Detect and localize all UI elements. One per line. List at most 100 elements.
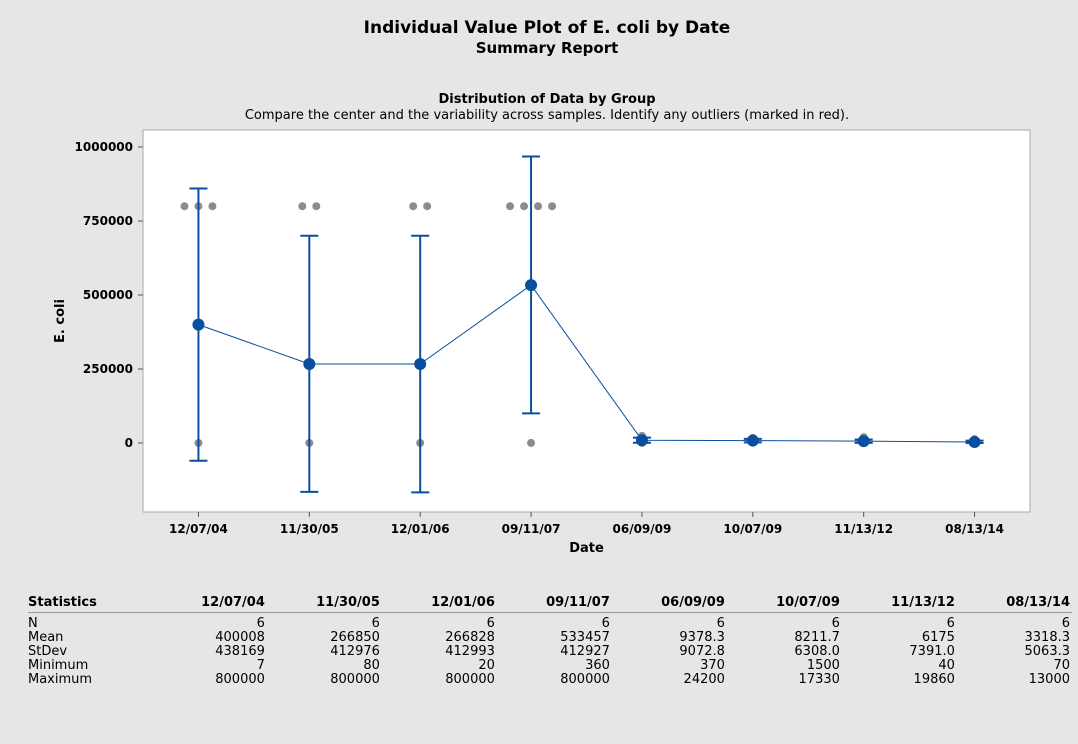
statistics-column-header: 12/07/04 bbox=[151, 592, 267, 613]
individual-point bbox=[423, 202, 432, 211]
y-tick-label: 250000 bbox=[83, 362, 133, 376]
mean-point bbox=[635, 434, 648, 447]
chart-title: Individual Value Plot of E. coli by Date bbox=[363, 18, 731, 38]
x-tick-label: 10/07/09 bbox=[723, 522, 782, 536]
individual-point bbox=[527, 438, 536, 447]
mean-point bbox=[525, 279, 538, 292]
statistics-table: Statistics 12/07/04 11/30/05 12/01/06 09/11/… bbox=[28, 592, 1072, 687]
x-tick-label: 12/07/04 bbox=[169, 522, 228, 536]
statistics-cell: 6308.0 bbox=[794, 644, 840, 659]
statistics-row-label: Minimum bbox=[28, 658, 89, 673]
mean-point bbox=[968, 436, 981, 449]
statistics-cell: 9378.3 bbox=[679, 630, 725, 645]
x-tick-label: 08/13/14 bbox=[945, 522, 1004, 536]
statistics-cell: 17330 bbox=[798, 672, 840, 687]
mean-point bbox=[192, 318, 205, 331]
statistics-column-header: 06/09/09 bbox=[611, 592, 727, 613]
statistics-cell: 6 bbox=[486, 616, 495, 631]
y-tick-label: 1000000 bbox=[75, 140, 133, 154]
y-tick-label: 0 bbox=[125, 436, 133, 450]
chart-subtitle: Summary Report bbox=[475, 39, 619, 57]
x-tick-label: 11/30/05 bbox=[280, 522, 339, 536]
x-tick-label: 12/01/06 bbox=[391, 522, 450, 536]
statistics-column-header: 11/30/05 bbox=[266, 592, 382, 613]
y-tick-label: 500000 bbox=[83, 288, 133, 302]
statistics-row-label: N bbox=[28, 616, 38, 631]
statistics-cell: 800000 bbox=[215, 672, 265, 687]
statistics-row: N 6 6 6 6 6 6 6 6 bbox=[28, 613, 1072, 632]
y-axis-label: E. coli bbox=[53, 299, 68, 343]
statistics-row: Maximum 800000 800000 800000 800000 24200 1733… bbox=[28, 673, 1072, 687]
individual-point bbox=[298, 202, 307, 211]
statistics-cell: 6 bbox=[831, 616, 840, 631]
statistics-cell: 19860 bbox=[913, 672, 955, 687]
statistics-column-header: 11/13/12 bbox=[841, 592, 957, 613]
statistics-cell: 7391.0 bbox=[909, 644, 955, 659]
mean-point bbox=[857, 435, 870, 448]
statistics-cell: 1500 bbox=[806, 658, 840, 673]
statistics-cell: 8211.7 bbox=[794, 630, 840, 645]
statistics-cell: 24200 bbox=[683, 672, 725, 687]
statistics-cell: 70 bbox=[1053, 658, 1070, 673]
statistics-cell: 6 bbox=[716, 616, 725, 631]
statistics-cell: 6175 bbox=[921, 630, 955, 645]
statistics-cell: 360 bbox=[585, 658, 610, 673]
individual-point bbox=[208, 202, 217, 211]
x-tick-label: 11/13/12 bbox=[834, 522, 893, 536]
statistics-cell: 266828 bbox=[445, 630, 495, 645]
statistics-cell: 800000 bbox=[330, 672, 380, 687]
statistics-cell: 800000 bbox=[445, 672, 495, 687]
statistics-column-header: 12/01/06 bbox=[381, 592, 497, 613]
statistics-row: Mean 400008 266850 266828 533457 9378.3 8211.7… bbox=[28, 631, 1072, 645]
statistics-row-label: Mean bbox=[28, 630, 64, 645]
statistics-cell: 400008 bbox=[215, 630, 265, 645]
statistics-header-label: Statistics bbox=[28, 592, 152, 613]
individual-point bbox=[506, 202, 515, 211]
statistics-cell: 40 bbox=[938, 658, 955, 673]
statistics-cell: 6 bbox=[1061, 616, 1070, 631]
statistics-cell: 6 bbox=[601, 616, 610, 631]
statistics-cell: 412927 bbox=[560, 644, 610, 659]
statistics-column-header: 09/11/07 bbox=[496, 592, 612, 613]
statistics-cell: 266850 bbox=[330, 630, 380, 645]
individual-point bbox=[548, 202, 557, 211]
statistics-header-row: Statistics 12/07/04 11/30/05 12/01/06 09/11/… bbox=[28, 592, 1072, 613]
statistics-cell: 370 bbox=[700, 658, 725, 673]
statistics-column-header: 10/07/09 bbox=[726, 592, 842, 613]
statistics-cell: 6 bbox=[946, 616, 955, 631]
section-subtitle: Compare the center and the variability a… bbox=[244, 108, 850, 123]
individual-point bbox=[312, 202, 321, 211]
individual-value-plot: 0 250000 500000 750000 1000000 12/07/04 11/30/… bbox=[53, 129, 1031, 556]
statistics-cell: 533457 bbox=[560, 630, 610, 645]
statistics-row-label: StDev bbox=[28, 644, 68, 659]
statistics-cell: 6 bbox=[371, 616, 380, 631]
statistics-cell: 438169 bbox=[215, 644, 265, 659]
statistics-row: Minimum 7 80 20 360 370 1500 40 70 bbox=[28, 659, 1072, 673]
mean-point bbox=[746, 434, 759, 447]
statistics-cell: 412976 bbox=[330, 644, 380, 659]
mean-connect-line bbox=[198, 284, 975, 443]
y-tick-label: 750000 bbox=[83, 214, 133, 228]
x-tick-label: 09/11/07 bbox=[502, 522, 561, 536]
statistics-cell: 3318.3 bbox=[1024, 630, 1071, 645]
individual-point bbox=[180, 202, 189, 211]
statistics-cell: 13000 bbox=[1028, 672, 1070, 687]
plot-area bbox=[142, 129, 1031, 513]
statistics-row: StDev 438169 412976 412993 412927 9072.8 6308.… bbox=[28, 645, 1072, 659]
individual-point bbox=[409, 202, 418, 211]
statistics-cell: 20 bbox=[478, 658, 495, 673]
individual-point bbox=[534, 202, 543, 211]
mean-point bbox=[414, 358, 427, 371]
statistics-column-header: 08/13/14 bbox=[956, 592, 1072, 613]
statistics-cell: 5063.3 bbox=[1024, 644, 1071, 659]
statistics-cell: 6 bbox=[256, 616, 265, 631]
individual-point bbox=[520, 202, 529, 211]
x-tick-label: 06/09/09 bbox=[613, 522, 672, 536]
mean-point bbox=[303, 358, 316, 371]
statistics-cell: 9072.8 bbox=[679, 644, 725, 659]
x-axis-label: Date bbox=[569, 541, 604, 556]
statistics-cell: 80 bbox=[363, 658, 380, 673]
statistics-cell: 412993 bbox=[445, 644, 495, 659]
section-title: Distribution of Data by Group bbox=[438, 92, 656, 107]
statistics-row-label: Maximum bbox=[28, 672, 93, 687]
